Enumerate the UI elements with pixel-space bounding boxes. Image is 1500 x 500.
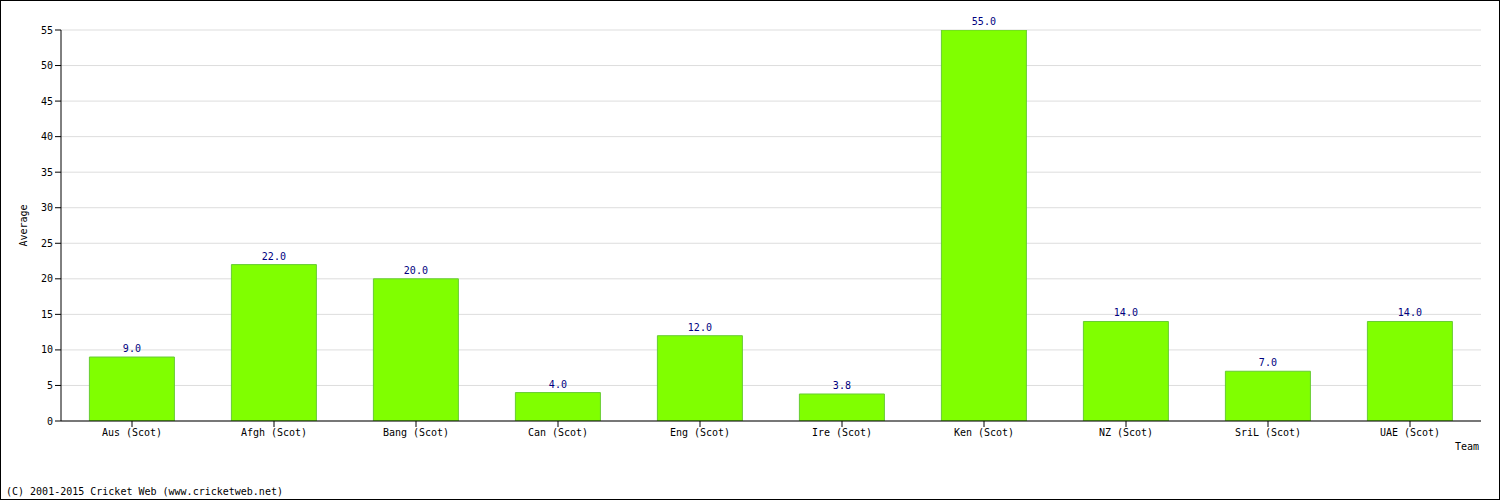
svg-text:0: 0	[47, 416, 53, 427]
svg-text:Ken (Scot): Ken (Scot)	[954, 427, 1014, 438]
svg-text:Can (Scot): Can (Scot)	[528, 427, 588, 438]
svg-text:35: 35	[41, 167, 53, 178]
svg-text:Afgh (Scot): Afgh (Scot)	[241, 427, 307, 438]
html-text:(C) 2001-2015 Cricket Web (www: (C) 2001-2015 Cricket Web (www.cricketwe…	[6, 486, 283, 497]
svg-text:Aus (Scot): Aus (Scot)	[102, 427, 162, 438]
svg-text:25: 25	[41, 238, 53, 249]
svg-text:15: 15	[41, 309, 53, 320]
svg-text:14.0: 14.0	[1398, 307, 1422, 318]
svg-text:10: 10	[41, 344, 53, 355]
svg-text:55: 55	[41, 25, 53, 36]
svg-text:14.0: 14.0	[1114, 307, 1138, 318]
svg-text:UAE (Scot): UAE (Scot)	[1380, 427, 1440, 438]
svg-text:40: 40	[41, 131, 53, 142]
svg-text:Bang (Scot): Bang (Scot)	[383, 427, 449, 438]
svg-text:4.0: 4.0	[549, 379, 567, 390]
svg-text:20.0: 20.0	[404, 265, 428, 276]
svg-text:Eng (Scot): Eng (Scot)	[670, 427, 730, 438]
svg-text:9.0: 9.0	[123, 343, 141, 354]
svg-text:SriL (Scot): SriL (Scot)	[1235, 427, 1301, 438]
svg-text:NZ (Scot): NZ (Scot)	[1099, 427, 1153, 438]
svg-text:30: 30	[41, 202, 53, 213]
svg-text:55.0: 55.0	[972, 16, 996, 27]
svg-text:12.0: 12.0	[688, 322, 712, 333]
svg-text:22.0: 22.0	[262, 251, 286, 262]
svg-text:45: 45	[41, 96, 53, 107]
svg-text:Average: Average	[18, 204, 29, 246]
svg-text:3.8: 3.8	[833, 380, 851, 391]
svg-text:7.0: 7.0	[1259, 357, 1277, 368]
svg-text:20: 20	[41, 273, 53, 284]
svg-text:5: 5	[47, 380, 53, 391]
svg-text:50: 50	[41, 60, 53, 71]
html-text:Team: Team	[1454, 441, 1479, 452]
svg-text:Ire (Scot): Ire (Scot)	[812, 427, 872, 438]
